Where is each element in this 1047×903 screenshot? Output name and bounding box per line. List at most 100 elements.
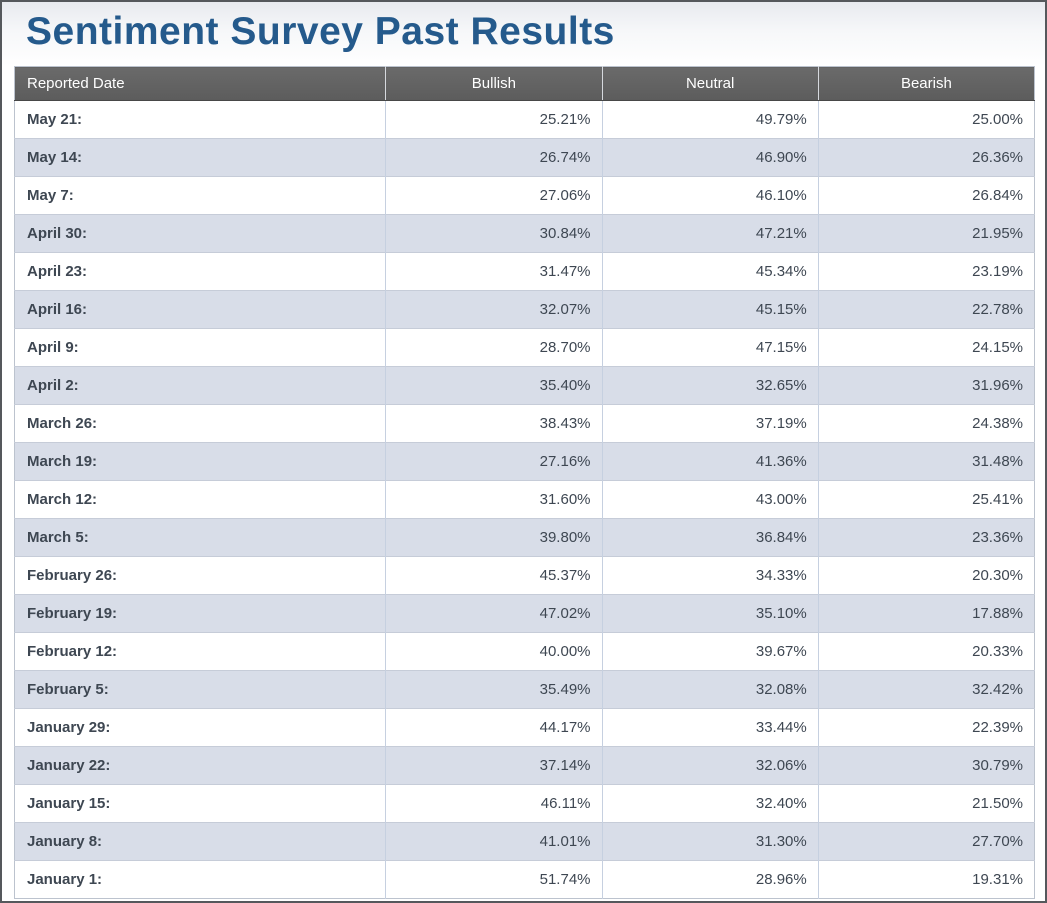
table-row: January 8: 41.01% 31.30% 27.70% [14, 822, 1035, 861]
reported-date-cell: January 29: [14, 708, 386, 747]
table-header-row: Reported Date Bullish Neutral Bearish [14, 66, 1035, 101]
bearish-cell: 26.84% [817, 176, 1035, 215]
bearish-cell: 32.42% [817, 670, 1035, 709]
bullish-cell: 27.06% [385, 176, 602, 215]
bearish-cell: 27.70% [817, 822, 1035, 861]
reported-date-cell: April 23: [14, 252, 386, 291]
table-row: February 5: 35.49% 32.08% 32.42% [14, 670, 1035, 709]
table-row: January 22: 37.14% 32.06% 30.79% [14, 746, 1035, 785]
neutral-cell: 47.21% [601, 214, 819, 253]
column-header-neutral: Neutral [601, 66, 819, 101]
bullish-cell: 26.74% [385, 138, 602, 177]
table-row: March 5: 39.80% 36.84% 23.36% [14, 518, 1035, 557]
bearish-cell: 21.50% [817, 784, 1035, 823]
reported-date-cell: May 14: [14, 138, 386, 177]
table-row: May 7: 27.06% 46.10% 26.84% [14, 176, 1035, 215]
table-row: May 21: 25.21% 49.79% 25.00% [14, 100, 1035, 139]
bullish-cell: 32.07% [385, 290, 602, 329]
table-row: March 12: 31.60% 43.00% 25.41% [14, 480, 1035, 519]
neutral-cell: 32.06% [601, 746, 819, 785]
neutral-cell: 36.84% [601, 518, 819, 557]
table-row: April 23: 31.47% 45.34% 23.19% [14, 252, 1035, 291]
neutral-cell: 28.96% [601, 860, 819, 899]
bearish-cell: 24.38% [817, 404, 1035, 443]
bearish-cell: 31.48% [817, 442, 1035, 481]
neutral-cell: 46.90% [601, 138, 819, 177]
table-row: May 14: 26.74% 46.90% 26.36% [14, 138, 1035, 177]
reported-date-cell: January 15: [14, 784, 386, 823]
bearish-cell: 19.31% [817, 860, 1035, 899]
table-row: March 19: 27.16% 41.36% 31.48% [14, 442, 1035, 481]
table-body: May 21: 25.21% 49.79% 25.00% May 14: 26.74% 46… [14, 100, 1035, 899]
neutral-cell: 33.44% [601, 708, 819, 747]
table-row: March 26: 38.43% 37.19% 24.38% [14, 404, 1035, 443]
bearish-cell: 25.00% [817, 100, 1035, 139]
column-header-bearish: Bearish [817, 66, 1035, 101]
bearish-cell: 21.95% [817, 214, 1035, 253]
table-row: April 2: 35.40% 32.65% 31.96% [14, 366, 1035, 405]
bearish-cell: 22.39% [817, 708, 1035, 747]
column-header-reported-date: Reported Date [14, 66, 386, 101]
bullish-cell: 31.60% [385, 480, 602, 519]
reported-date-cell: March 26: [14, 404, 386, 443]
bullish-cell: 27.16% [385, 442, 602, 481]
reported-date-cell: January 1: [14, 860, 386, 899]
table-row: April 30: 30.84% 47.21% 21.95% [14, 214, 1035, 253]
page-title: Sentiment Survey Past Results [26, 10, 615, 53]
bearish-cell: 20.30% [817, 556, 1035, 595]
bullish-cell: 38.43% [385, 404, 602, 443]
title-bar: Sentiment Survey Past Results [2, 2, 1045, 66]
bullish-cell: 28.70% [385, 328, 602, 367]
neutral-cell: 32.40% [601, 784, 819, 823]
bearish-cell: 23.36% [817, 518, 1035, 557]
bullish-cell: 46.11% [385, 784, 602, 823]
sentiment-results-table: Reported Date Bullish Neutral Bearish Ma… [14, 66, 1035, 899]
table-row: January 15: 46.11% 32.40% 21.50% [14, 784, 1035, 823]
table-row: January 29: 44.17% 33.44% 22.39% [14, 708, 1035, 747]
reported-date-cell: February 12: [14, 632, 386, 671]
bullish-cell: 51.74% [385, 860, 602, 899]
bearish-cell: 23.19% [817, 252, 1035, 291]
reported-date-cell: March 19: [14, 442, 386, 481]
neutral-cell: 43.00% [601, 480, 819, 519]
reported-date-cell: February 5: [14, 670, 386, 709]
neutral-cell: 45.34% [601, 252, 819, 291]
bearish-cell: 31.96% [817, 366, 1035, 405]
bullish-cell: 39.80% [385, 518, 602, 557]
neutral-cell: 39.67% [601, 632, 819, 671]
reported-date-cell: March 12: [14, 480, 386, 519]
reported-date-cell: January 22: [14, 746, 386, 785]
reported-date-cell: March 5: [14, 518, 386, 557]
neutral-cell: 31.30% [601, 822, 819, 861]
bullish-cell: 44.17% [385, 708, 602, 747]
reported-date-cell: April 2: [14, 366, 386, 405]
bullish-cell: 41.01% [385, 822, 602, 861]
column-header-bullish: Bullish [385, 66, 602, 101]
table-row: April 16: 32.07% 45.15% 22.78% [14, 290, 1035, 329]
bearish-cell: 24.15% [817, 328, 1035, 367]
table-row: February 26: 45.37% 34.33% 20.30% [14, 556, 1035, 595]
bullish-cell: 45.37% [385, 556, 602, 595]
bullish-cell: 31.47% [385, 252, 602, 291]
bullish-cell: 35.40% [385, 366, 602, 405]
neutral-cell: 45.15% [601, 290, 819, 329]
reported-date-cell: May 7: [14, 176, 386, 215]
table-row: January 1: 51.74% 28.96% 19.31% [14, 860, 1035, 899]
bearish-cell: 17.88% [817, 594, 1035, 633]
reported-date-cell: April 16: [14, 290, 386, 329]
reported-date-cell: April 30: [14, 214, 386, 253]
bullish-cell: 37.14% [385, 746, 602, 785]
neutral-cell: 47.15% [601, 328, 819, 367]
bullish-cell: 47.02% [385, 594, 602, 633]
reported-date-cell: February 26: [14, 556, 386, 595]
bearish-cell: 25.41% [817, 480, 1035, 519]
neutral-cell: 46.10% [601, 176, 819, 215]
table-header: Reported Date Bullish Neutral Bearish [14, 66, 1035, 101]
bearish-cell: 22.78% [817, 290, 1035, 329]
bullish-cell: 30.84% [385, 214, 602, 253]
bearish-cell: 20.33% [817, 632, 1035, 671]
table-row: April 9: 28.70% 47.15% 24.15% [14, 328, 1035, 367]
table-row: February 19: 47.02% 35.10% 17.88% [14, 594, 1035, 633]
bullish-cell: 40.00% [385, 632, 602, 671]
